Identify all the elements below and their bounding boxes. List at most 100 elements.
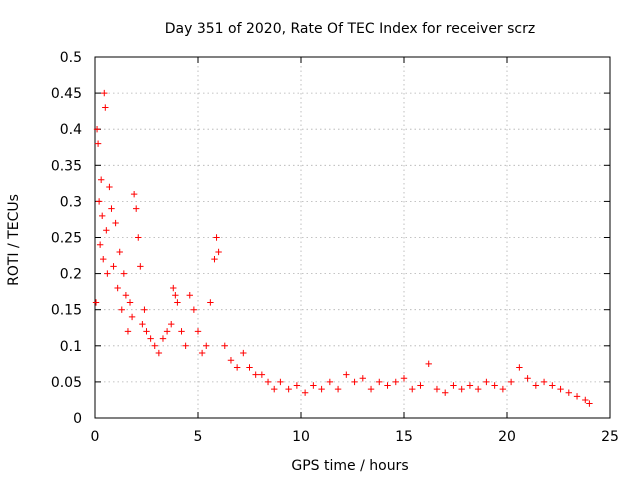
data-point <box>141 306 148 313</box>
data-point <box>483 378 490 386</box>
y-tick-label: 0.4 <box>60 122 82 138</box>
data-point <box>108 205 115 212</box>
grid-lines <box>95 57 610 418</box>
data-point <box>203 342 210 349</box>
y-tick-labels: 0 0.05 0.1 0.15 0.2 0.25 0.3 0.35 0.4 0.45 0.5 <box>51 50 82 427</box>
data-point <box>99 212 106 220</box>
data-point <box>124 328 132 335</box>
data-point <box>163 328 171 335</box>
y-tick-label: 0 <box>73 411 82 427</box>
data-point <box>573 393 581 400</box>
data-point <box>318 385 325 393</box>
data-point <box>258 371 266 378</box>
data-point <box>499 385 507 393</box>
data-point <box>293 382 301 389</box>
data-point <box>227 357 235 364</box>
data-point <box>128 313 136 321</box>
data-point <box>143 328 150 335</box>
data-point <box>120 270 128 277</box>
data-point <box>114 284 121 292</box>
data-point <box>384 382 391 389</box>
data-point <box>168 320 175 328</box>
x-tick-label: 25 <box>601 429 619 445</box>
data-point <box>110 263 117 270</box>
data-point <box>301 389 309 396</box>
y-tick-label: 0.05 <box>51 375 82 391</box>
data-point <box>540 378 548 386</box>
x-tick-label: 0 <box>91 429 100 445</box>
data-point <box>586 400 593 407</box>
data-point <box>310 382 317 389</box>
data-point <box>334 385 342 393</box>
y-tick-label: 0.25 <box>51 231 82 247</box>
data-point <box>516 364 523 371</box>
data-point <box>147 335 154 342</box>
data-point <box>182 342 189 349</box>
data-point <box>172 292 179 299</box>
data-point <box>178 328 185 335</box>
data-point <box>102 104 109 111</box>
data-point <box>126 299 134 306</box>
data-point <box>186 292 193 299</box>
data-point <box>557 385 564 393</box>
data-point <box>565 389 572 396</box>
data-point <box>433 385 441 393</box>
y-tick-label: 0.3 <box>60 194 82 210</box>
data-point <box>159 335 167 342</box>
data-point <box>97 176 105 183</box>
x-axis-label: GPS time / hours <box>291 458 408 474</box>
data-point <box>491 382 498 389</box>
data-point <box>100 255 107 263</box>
data-point <box>194 328 202 335</box>
data-point <box>425 360 432 368</box>
y-tick-label: 0.1 <box>60 339 82 355</box>
data-point <box>94 140 102 147</box>
data-point <box>215 248 222 256</box>
y-tick-label: 0.35 <box>51 158 82 174</box>
data-point <box>207 299 214 306</box>
data-point <box>118 306 125 313</box>
x-tick-label: 10 <box>292 429 310 445</box>
data-point <box>213 234 220 241</box>
x-tick-label: 20 <box>498 429 516 445</box>
data-points <box>92 89 593 407</box>
data-point <box>392 378 399 386</box>
data-point <box>190 306 198 313</box>
x-tick-label: 5 <box>194 429 203 445</box>
data-point <box>240 349 247 357</box>
data-point <box>116 248 123 256</box>
data-point <box>367 385 375 393</box>
series-roti <box>92 89 593 407</box>
data-point <box>155 349 163 357</box>
chart-title: Day 351 of 2020, Rate Of TEC Index for r… <box>165 21 535 37</box>
data-point <box>442 389 449 396</box>
data-point <box>101 89 108 97</box>
y-tick-label: 0.45 <box>51 86 82 102</box>
data-point <box>277 378 284 386</box>
data-point <box>532 382 540 389</box>
data-point <box>271 385 278 393</box>
data-point <box>137 263 144 270</box>
data-point <box>549 382 556 389</box>
data-point <box>359 375 366 382</box>
data-point <box>264 378 272 386</box>
data-point <box>252 371 259 378</box>
data-point <box>450 382 457 389</box>
data-point <box>106 183 113 191</box>
data-point <box>170 284 177 292</box>
data-point <box>104 270 111 277</box>
data-point <box>233 364 241 371</box>
data-point <box>151 342 158 349</box>
data-point <box>582 396 589 404</box>
data-point <box>466 382 474 389</box>
y-tick-label: 0.2 <box>60 267 82 283</box>
data-point <box>198 349 206 357</box>
data-point <box>524 375 531 382</box>
x-tick-labels: 0 5 10 15 20 25 <box>91 429 619 445</box>
data-point <box>417 382 424 389</box>
data-point <box>409 385 416 393</box>
data-point <box>139 320 146 328</box>
data-point <box>285 385 292 393</box>
data-point <box>474 385 482 393</box>
